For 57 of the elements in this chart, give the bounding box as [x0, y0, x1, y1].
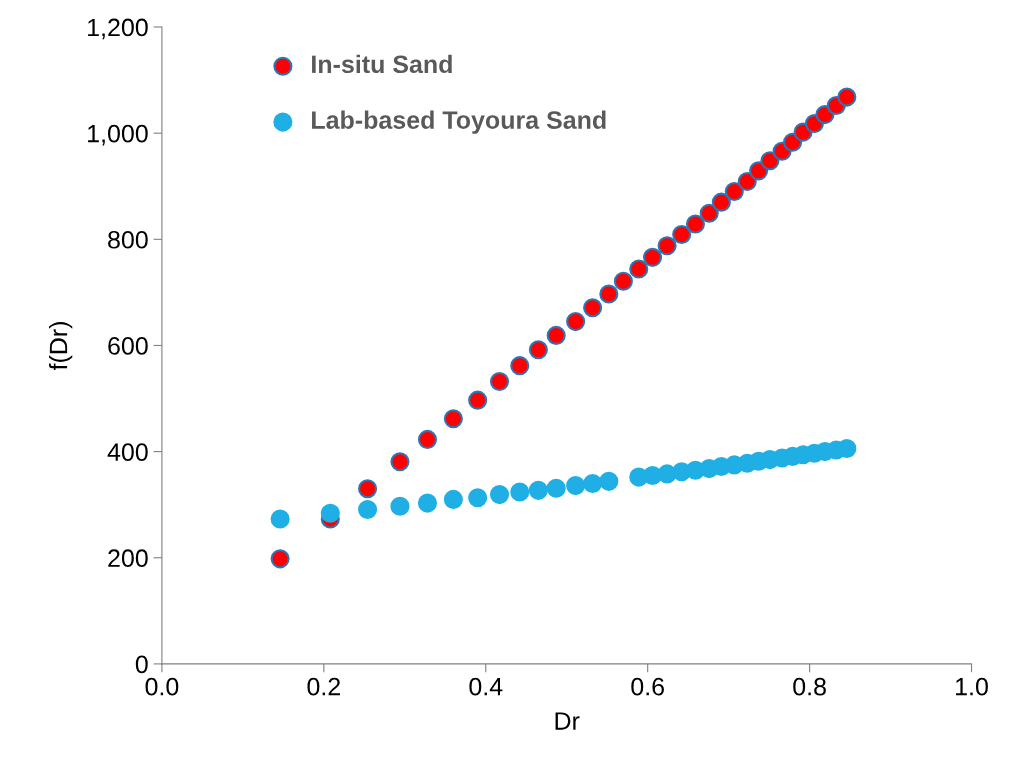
point	[613, 271, 633, 291]
legend-label: Lab-based Toyoura Sand	[312, 110, 606, 134]
y-tick-label: 0	[135, 655, 148, 674]
point	[468, 488, 488, 508]
point	[528, 340, 548, 360]
x-tick-label: 0.2	[307, 677, 340, 696]
point	[443, 409, 463, 429]
point	[642, 247, 663, 267]
point	[599, 471, 619, 491]
x-tick-label: 1.0	[956, 677, 988, 696]
point	[724, 182, 744, 202]
point	[390, 452, 410, 472]
point	[629, 259, 649, 279]
point	[711, 192, 731, 212]
point	[489, 485, 510, 505]
y-tick-label: 600	[108, 337, 148, 355]
x-tick-label: 0.6	[631, 677, 664, 696]
point	[583, 298, 603, 318]
point	[417, 429, 438, 449]
x-axis-title: Dr	[555, 712, 580, 730]
point	[510, 482, 530, 502]
point	[657, 236, 677, 256]
point	[566, 476, 586, 496]
y-axis-title: f(Dr)	[48, 322, 73, 371]
y-tick-label: 400	[107, 443, 148, 461]
point	[837, 87, 857, 107]
point	[546, 325, 566, 345]
point	[443, 489, 463, 509]
x-tick-label: 0.0	[145, 677, 179, 696]
point	[489, 372, 510, 392]
y-tick-label: 200	[108, 549, 148, 568]
point	[583, 473, 603, 494]
point	[528, 480, 548, 500]
y-tick-label: 1,000	[88, 124, 148, 146]
point	[599, 284, 619, 304]
point	[510, 356, 530, 376]
point	[685, 214, 705, 234]
y-tick-label: 800	[108, 230, 148, 249]
point	[546, 478, 566, 498]
x-tick-label: 0.4	[469, 677, 503, 696]
point	[417, 493, 438, 513]
y-tick-label: 1,200	[88, 18, 148, 40]
point	[390, 496, 410, 516]
point	[358, 499, 378, 520]
point	[566, 312, 586, 332]
point	[760, 151, 780, 171]
point	[837, 438, 857, 458]
point	[737, 171, 757, 192]
point	[270, 509, 290, 529]
legend-label: In-situ Sand	[312, 54, 452, 74]
point	[672, 225, 692, 245]
x-tick-label: 0.8	[793, 677, 826, 696]
point	[270, 549, 290, 569]
point	[320, 503, 340, 523]
point	[468, 390, 488, 410]
point	[358, 479, 378, 499]
point	[699, 203, 719, 223]
